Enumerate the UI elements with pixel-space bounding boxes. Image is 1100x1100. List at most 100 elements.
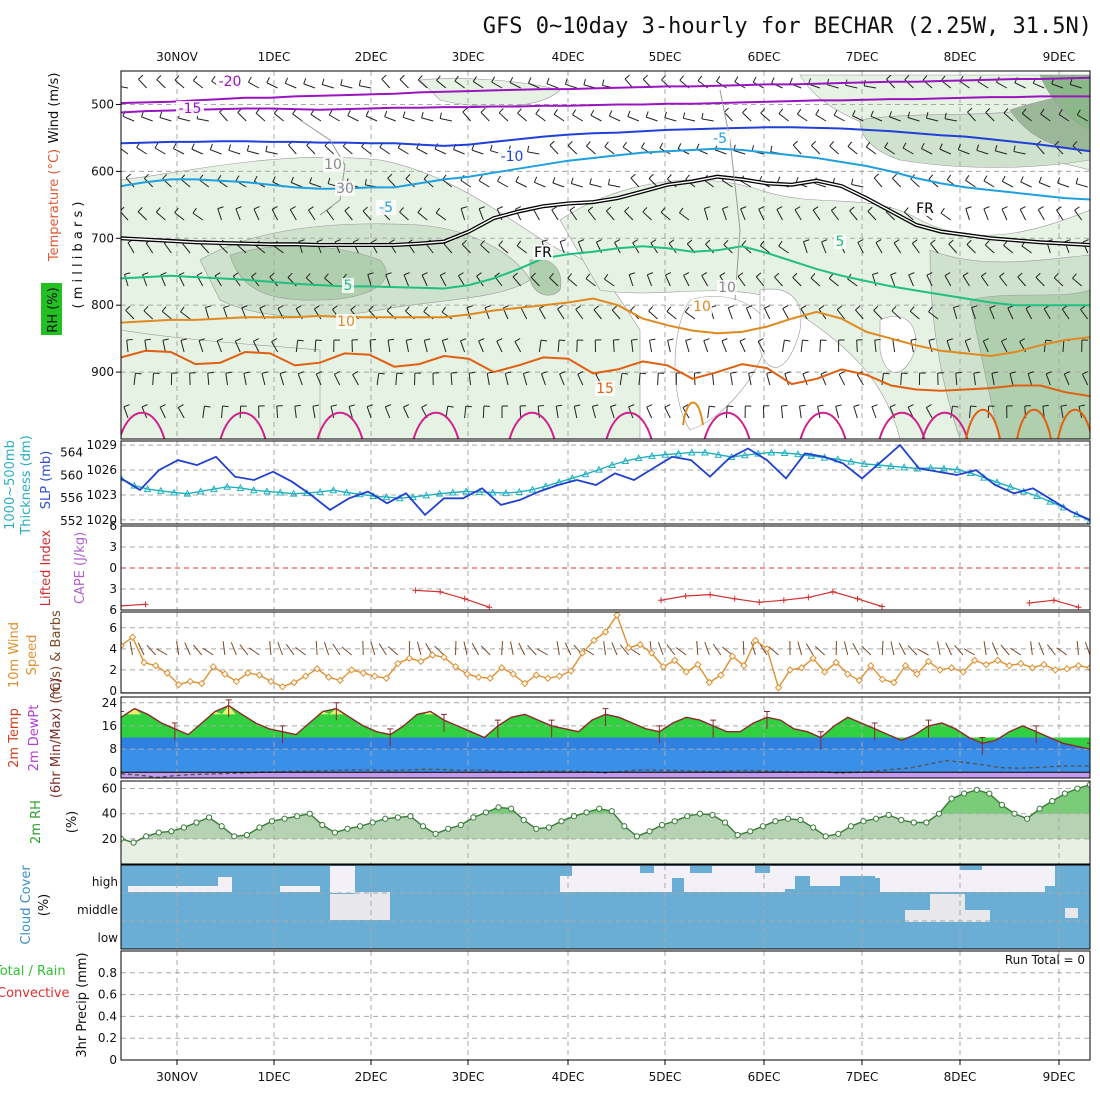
thick-tick-label: 560 [60,468,83,482]
upper-barb-flag [664,111,667,118]
upper-barb [549,144,559,155]
upper-barb-flag [649,338,656,341]
upper-barb-flag [385,272,392,276]
minmax-bar [602,708,609,726]
upper-barb-flag [944,272,951,276]
upper-barb [480,244,490,254]
upper-barb [232,275,241,287]
upper-barb-flag [802,339,809,342]
upper-barb [857,242,864,254]
wind10-marker [613,612,621,619]
upper-barb [546,83,559,89]
wind10-marker [440,653,448,661]
upper-barb [261,373,266,386]
thickness-marker [449,488,457,496]
lifted-marker [461,595,468,602]
upper-barb [810,277,821,287]
contour-label-bg [692,299,712,314]
upper-barb-flag [541,339,548,342]
upper-barb [740,180,752,188]
upper-barb [630,340,634,353]
upper-barb-flag [585,273,591,279]
upper-barb-flag [683,272,690,276]
wind10-marker [1051,666,1060,674]
upper-barb-flag [912,239,918,244]
upper-rh-label: RH (%) [46,287,61,332]
cloud-notch-2 [700,866,712,873]
upper-barb [143,310,154,320]
wind10-barb [370,641,376,656]
upper-barb [290,182,303,188]
contour-label: FR [916,201,934,217]
upper-barb [910,178,920,188]
thickness-marker [621,456,630,465]
upper-barb-flag [682,112,686,119]
upper-barb [180,311,191,320]
upper-barb [881,373,884,386]
upper-barb-flag [368,305,374,311]
thickness-marker [183,489,192,497]
thickness-marker [953,465,962,473]
wind10-marker [140,658,148,667]
upper-barb [962,275,970,287]
upper-barb [589,183,602,188]
upper-barb [478,340,484,353]
cloud-notch-4 [960,866,982,870]
upper-barb-flag [630,305,636,311]
rh2m-marker [382,815,389,822]
rh2m-marker [721,819,729,826]
date-bottom-2DEC: 2DEC [355,1070,388,1084]
lifted-marker [121,602,124,609]
wind10-marker [382,674,391,682]
upper-barb-flag [389,239,395,244]
upper-barb [174,79,185,89]
upper-barb [527,151,540,155]
hump-0 [682,401,704,426]
cloud-blocks [128,866,1078,922]
upper-barb [965,179,976,188]
upper-barb [141,116,153,122]
rh2m-marker [948,795,955,802]
minmax-bar [494,719,501,738]
upper-barb [745,307,752,320]
upper-barb [136,147,147,155]
upper-barb-flag [269,272,275,278]
upper-barb [577,241,584,254]
upper-barb-flag [1082,239,1089,243]
upper-barb-flag [478,175,483,181]
upper-barb-flag [648,173,654,179]
upper-barb [138,78,148,89]
upper-barb [849,210,858,221]
upper-barb [1035,277,1045,287]
date-bottom-1DEC: 1DEC [258,1070,291,1084]
contour-label: -10 [501,149,524,165]
hump-6 [703,412,751,439]
upper-barb [472,81,484,89]
thickness-marker [121,474,125,482]
wind10-barb [463,641,468,656]
upper-barb-flag [999,272,1005,277]
upper-barb [944,118,957,122]
upper-barb-flag [1058,109,1063,115]
rh2m-marker [168,828,175,835]
upper-barb-flag [983,338,990,342]
rh2m-marker [193,819,200,826]
upper-barb [660,211,671,221]
upper-barb-flag [944,112,947,119]
cloud-high-block-2 [280,886,320,892]
upper-barb-flag [679,207,684,214]
upper-barb [439,275,447,287]
upper-barb [359,85,372,89]
rh2m-grid [121,781,1090,864]
wind10-marker [832,658,840,667]
lifted-marker [658,597,665,604]
upper-barb-flag [792,272,798,278]
rh2m-marker [495,804,502,811]
upper-barb-flag [564,78,568,85]
upper-barb [778,113,789,122]
wind10-barb [852,643,860,656]
upper-barb-flag [891,306,897,312]
temp-band-purple [121,772,1090,778]
wind10-marker [301,672,310,680]
upper-barb-flag [405,306,410,312]
